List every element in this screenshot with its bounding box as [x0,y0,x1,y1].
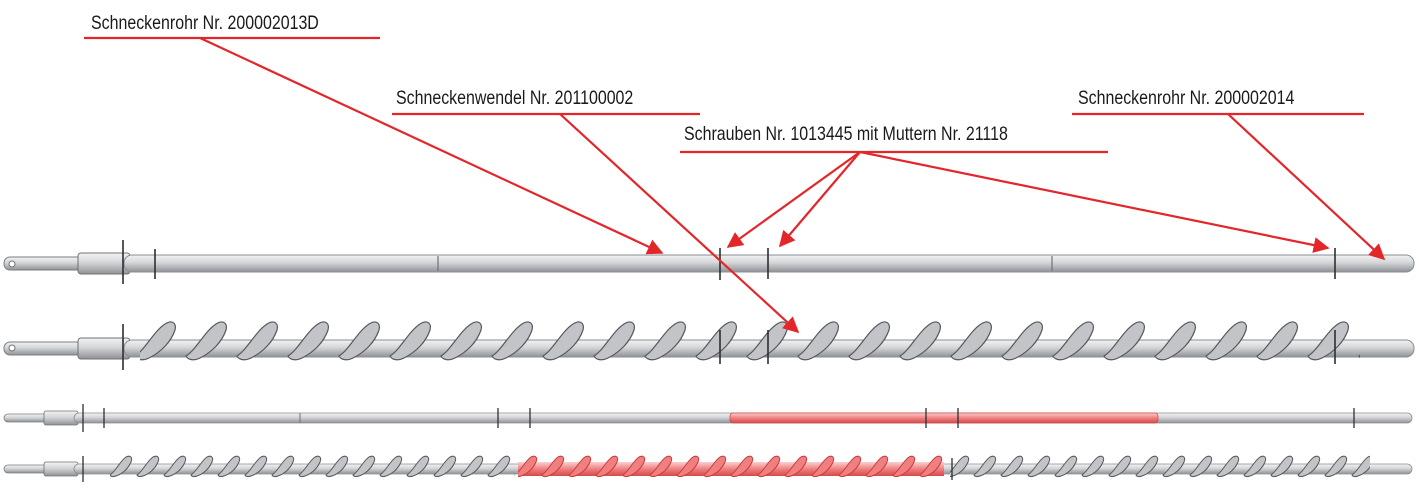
label-tube-a-text: Schneckenrohr Nr. 200002013D [91,12,319,34]
bolt-icon [122,324,1336,370]
leader-arrows [199,37,1386,334]
bolt-icon [82,456,953,482]
assembly-row-3-tube-highlight [3,404,1413,432]
label-screws-text: Schrauben Nr. 1013445 mit Muttern Nr. 21… [684,123,1008,145]
label-tube-a: Schneckenrohr Nr. 200002013D [84,12,380,40]
arrowhead-icon [1227,113,1386,261]
assembly-row-1-tube [3,240,1415,284]
arrowhead-icon [778,151,861,248]
label-screws: Schrauben Nr. 1013445 mit Muttern Nr. 21… [680,123,1108,154]
assembly-row-4-flighted-highlight [3,452,1413,482]
label-flight-text: Schneckenwendel Nr. 201100002 [396,87,633,109]
arrowhead-icon [726,151,861,248]
arrowhead-icon [559,113,800,334]
bolt-icon [122,240,1336,284]
label-tube-b: Schneckenrohr Nr. 200002014 [1072,87,1364,116]
assembly-row-2-flighted [3,318,1415,370]
label-tube-b-text: Schneckenrohr Nr. 200002014 [1078,87,1295,109]
label-flight: Schneckenwendel Nr. 201100002 [392,87,700,116]
bolt-icon [82,404,1355,432]
arrowhead-icon [199,37,664,255]
arrowhead-icon [859,150,1330,253]
highlighted-tube-section [729,412,1159,424]
